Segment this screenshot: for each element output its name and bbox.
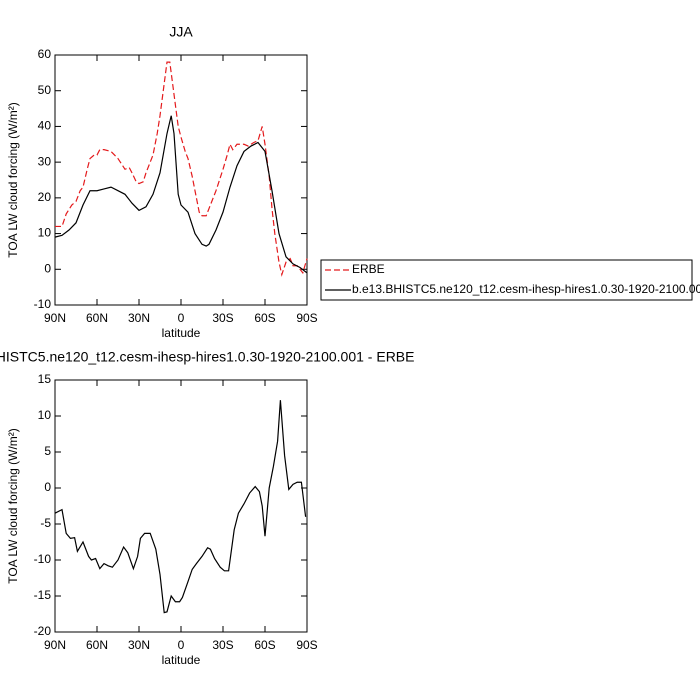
y-tick-label: 0 (44, 480, 51, 494)
x-tick-label: 60S (254, 638, 275, 652)
y-tick-label: -5 (40, 516, 51, 530)
y-tick-label: -20 (34, 624, 52, 638)
legend-label: ERBE (352, 262, 385, 276)
y-tick-label: 40 (38, 119, 52, 133)
x-tick-label: 60N (86, 638, 108, 652)
y-tick-label: 0 (44, 261, 51, 275)
x-tick-label: 30N (128, 311, 150, 325)
x-tick-label: 30S (212, 638, 233, 652)
data-line (55, 61, 308, 277)
y-tick-label: 15 (38, 372, 52, 386)
x-tick-label: 90S (296, 311, 317, 325)
y-axis-label: TOA LW cloud forcing (W/m²) (6, 102, 20, 258)
x-axis-label: latitude (162, 326, 201, 340)
y-axis-label: TOA LW cloud forcing (W/m²) (6, 428, 20, 584)
x-tick-label: 60S (254, 311, 275, 325)
y-tick-label: 60 (38, 47, 52, 61)
x-tick-label: 0 (178, 311, 185, 325)
x-tick-label: 30N (128, 638, 150, 652)
y-tick-label: -15 (34, 588, 52, 602)
y-tick-label: 50 (38, 83, 52, 97)
x-tick-label: 0 (178, 638, 185, 652)
y-tick-label: 5 (44, 444, 51, 458)
y-tick-label: 10 (38, 226, 52, 240)
legend-box (320, 259, 693, 301)
x-tick-label: 30S (212, 311, 233, 325)
chart-title: JJA (169, 24, 193, 40)
y-tick-label: -10 (34, 552, 52, 566)
y-tick-label: -10 (34, 297, 52, 311)
plot-frame (54, 379, 308, 633)
data-line (54, 400, 307, 614)
y-tick-label: 10 (38, 408, 52, 422)
data-line (54, 115, 308, 274)
y-tick-label: 30 (38, 154, 52, 168)
y-tick-label: 20 (38, 190, 52, 204)
x-tick-label: 90N (44, 638, 66, 652)
legend-label: b.e13.BHISTC5.ne120_t12.cesm-ihesp-hires… (352, 282, 700, 296)
x-tick-label: 60N (86, 311, 108, 325)
x-tick-label: 90S (296, 638, 317, 652)
chart-title: b.e13.BHISTC5.ne120_t12.cesm-ihesp-hires… (0, 349, 414, 365)
x-axis-label: latitude (162, 653, 201, 667)
x-tick-label: 90N (44, 311, 66, 325)
